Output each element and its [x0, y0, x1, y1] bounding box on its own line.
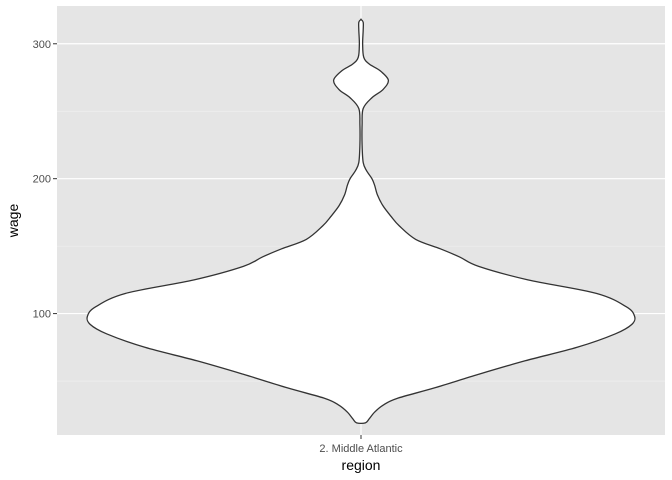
x-axis: 2. Middle Atlantic [319, 435, 403, 455]
y-axis-title: wage [5, 204, 21, 239]
x-tick-label: 2. Middle Atlantic [319, 443, 403, 455]
y-tick-label: 200 [33, 174, 51, 186]
violin-marks [86, 18, 636, 425]
violin-shape [86, 18, 636, 425]
y-axis: 100 200 300 [33, 39, 57, 321]
y-tick-label: 100 [33, 309, 51, 321]
x-axis-title: region [342, 457, 381, 473]
y-tick-label: 300 [33, 39, 51, 51]
